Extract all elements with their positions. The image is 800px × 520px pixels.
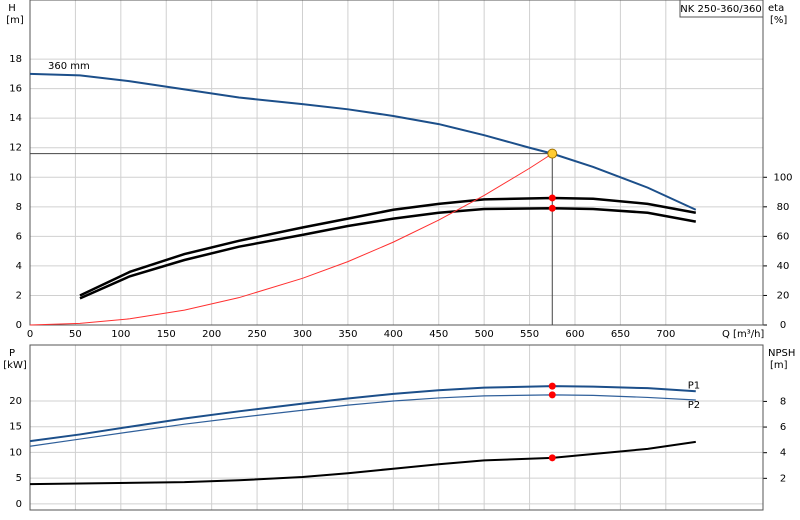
operating-marker <box>548 391 556 399</box>
curve <box>79 196 697 297</box>
title-box <box>679 0 764 18</box>
y-tick-label: 0 <box>16 499 22 510</box>
y2-tick-label: 6 <box>780 422 786 433</box>
x-tick-label: 700 <box>656 329 675 340</box>
y2-axis-label: eta <box>768 3 784 14</box>
x-tick-label: 250 <box>248 329 267 340</box>
y2-tick-label: 4 <box>780 448 786 459</box>
x-tick-label: 50 <box>69 329 82 340</box>
plot-frame <box>29 344 764 511</box>
y-tick-label: 16 <box>9 84 22 95</box>
y-tick-label: 15 <box>9 422 22 433</box>
y-tick-label: 12 <box>9 143 22 154</box>
plot-frame <box>29 0 764 326</box>
y-tick-label: 6 <box>16 231 22 242</box>
y2-axis-unit: [m] <box>770 360 788 371</box>
x-tick-label: 500 <box>475 329 494 340</box>
y2-axis-label: NPSH <box>768 348 795 359</box>
y-tick-label: 20 <box>9 396 22 407</box>
x-tick-label: 0 <box>27 329 33 340</box>
x-tick-label: 600 <box>565 329 584 340</box>
y2-tick-label: 40 <box>777 261 790 272</box>
curve <box>29 72 697 211</box>
x-tick-label: 400 <box>384 329 403 340</box>
y2-axis-unit: [%] <box>770 15 787 26</box>
x-tick-label: 150 <box>157 329 176 340</box>
operating-marker <box>548 194 556 202</box>
curve <box>29 394 696 447</box>
x-tick-label: 650 <box>611 329 630 340</box>
curve-label: P2 <box>688 400 700 411</box>
y-tick-label: 4 <box>16 261 22 272</box>
y-tick-label: 14 <box>9 113 22 124</box>
x-axis-label: Q [m³/h] <box>722 329 764 340</box>
y2-tick-label: 2 <box>780 473 786 484</box>
chart-title: NK 250-360/360 <box>680 4 761 15</box>
operating-marker <box>548 454 556 462</box>
y2-tick-label: 0 <box>780 320 786 331</box>
curve-label: P1 <box>688 380 700 391</box>
y2-tick-label: 100 <box>773 172 792 183</box>
y-tick-label: 2 <box>16 290 22 301</box>
y-tick-label: 18 <box>9 54 22 65</box>
y-tick-label: 0 <box>16 320 22 331</box>
operating-marker <box>548 204 556 212</box>
curve-label: 360 mm <box>48 61 90 72</box>
y2-tick-label: 20 <box>777 290 790 301</box>
y-tick-label: 5 <box>16 473 22 484</box>
y-tick-label: 10 <box>9 447 22 458</box>
y-axis-unit: [kW] <box>3 360 27 371</box>
x-tick-label: 300 <box>293 329 312 340</box>
y-axis-label: P <box>9 348 15 359</box>
curve <box>29 153 553 326</box>
curve <box>79 207 697 300</box>
y-axis-label: H <box>8 3 16 14</box>
y2-tick-label: 80 <box>777 202 790 213</box>
x-tick-label: 450 <box>429 329 448 340</box>
y-tick-label: 10 <box>9 172 22 183</box>
x-tick-label: 350 <box>338 329 357 340</box>
y2-tick-label: 60 <box>777 231 790 242</box>
curve <box>29 440 696 486</box>
operating-marker <box>548 382 556 390</box>
duty-point <box>547 148 558 159</box>
x-tick-label: 100 <box>111 329 130 340</box>
curve <box>29 385 696 443</box>
x-tick-label: 550 <box>520 329 539 340</box>
x-tick-label: 200 <box>202 329 221 340</box>
y-tick-label: 8 <box>16 202 22 213</box>
y-axis-unit: [m] <box>6 15 24 26</box>
y2-tick-label: 8 <box>780 396 786 407</box>
